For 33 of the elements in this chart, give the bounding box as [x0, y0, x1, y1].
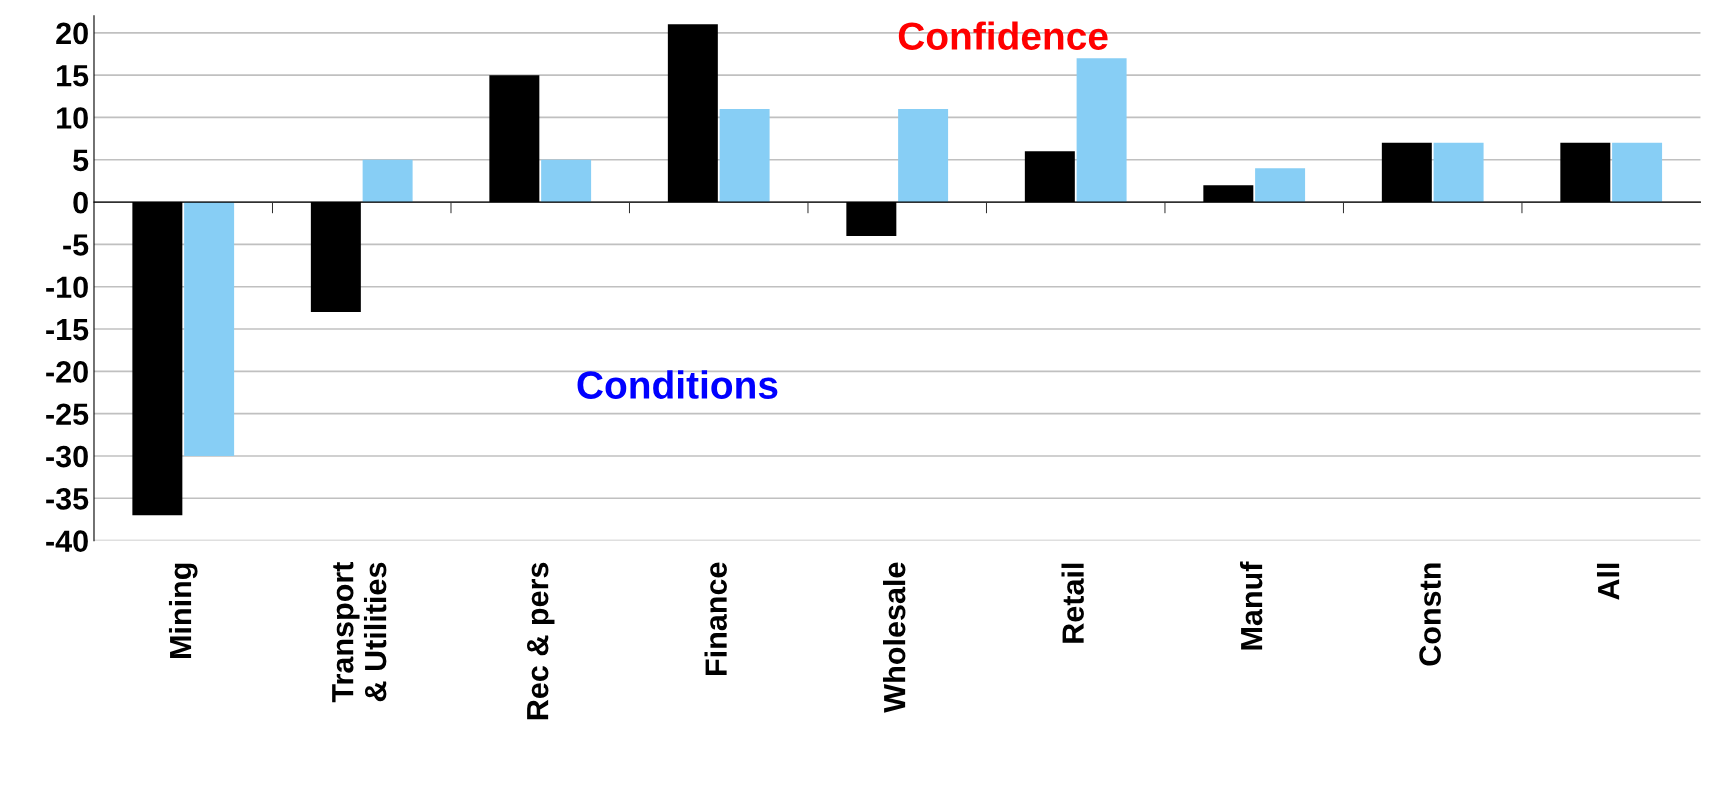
- y-tick-label: -5: [63, 234, 89, 256]
- bar: [1076, 58, 1127, 203]
- x-tick-label: Manuf: [1239, 561, 1263, 650]
- annotation: Conditions: [577, 370, 778, 399]
- y-tick-label: 5: [73, 149, 89, 172]
- y-tick-label: 15: [57, 65, 89, 87]
- bar: [1255, 168, 1306, 203]
- y-tick-label: -30: [46, 445, 88, 468]
- bar: [898, 108, 949, 203]
- annotation: Confidence: [898, 21, 1108, 50]
- bar: [541, 159, 592, 203]
- y-tick-label: -25: [46, 403, 89, 426]
- x-tick-label: Rec & pers: [526, 562, 555, 720]
- x-tick-label: Transport & Utilities: [332, 561, 387, 703]
- bar: [362, 159, 413, 203]
- y-tick-label: -15: [46, 319, 89, 341]
- x-tick-label: Constn: [1419, 563, 1441, 666]
- y-tick-label: -10: [46, 276, 88, 299]
- bar: [1433, 142, 1484, 203]
- x-tick-label: All: [1596, 563, 1620, 600]
- y-tick-label: 10: [57, 107, 88, 129]
- y-tick-label: 0: [73, 191, 88, 214]
- bar: [1612, 142, 1663, 203]
- y-tick-label: 20: [56, 22, 88, 45]
- x-tick-label: Mining: [168, 563, 198, 658]
- bar: [184, 202, 235, 456]
- y-tick-label: -35: [46, 488, 89, 510]
- x-tick-label: Wholesale: [882, 562, 906, 713]
- x-tick-label: Retail: [1061, 563, 1084, 643]
- y-tick-label: -40: [46, 530, 88, 552]
- x-tick-label: Finance: [704, 562, 727, 675]
- y-tick-label: -20: [46, 361, 88, 383]
- bar: [719, 108, 770, 203]
